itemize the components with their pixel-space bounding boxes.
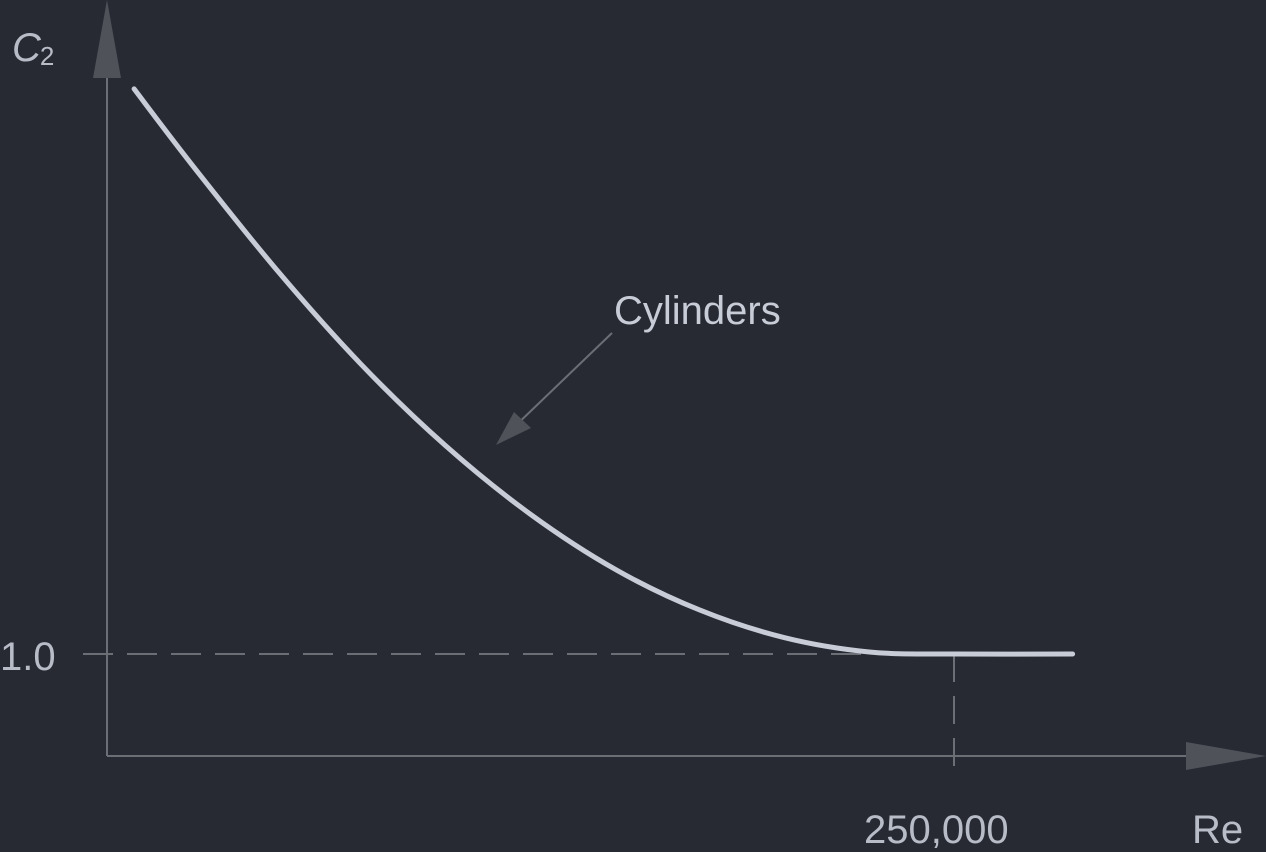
x-axis-label: Re — [1192, 808, 1244, 852]
cylinders-annotation: Cylinders — [614, 289, 781, 333]
y-axis-label: C2 — [12, 26, 55, 71]
y-axis-arrow-icon — [93, 0, 121, 78]
annotation-leader-line — [509, 332, 613, 432]
x-tick-label: 250,000 — [864, 808, 1009, 852]
y-axis-label-subscript: 2 — [39, 41, 55, 71]
x-axis-arrow-icon — [1186, 742, 1266, 770]
annotation-arrow-icon — [496, 412, 531, 445]
y-tick-label: 1.0 — [0, 635, 56, 679]
cylinders-curve — [131, 86, 1076, 657]
y-axis-label-main: C — [12, 26, 41, 70]
